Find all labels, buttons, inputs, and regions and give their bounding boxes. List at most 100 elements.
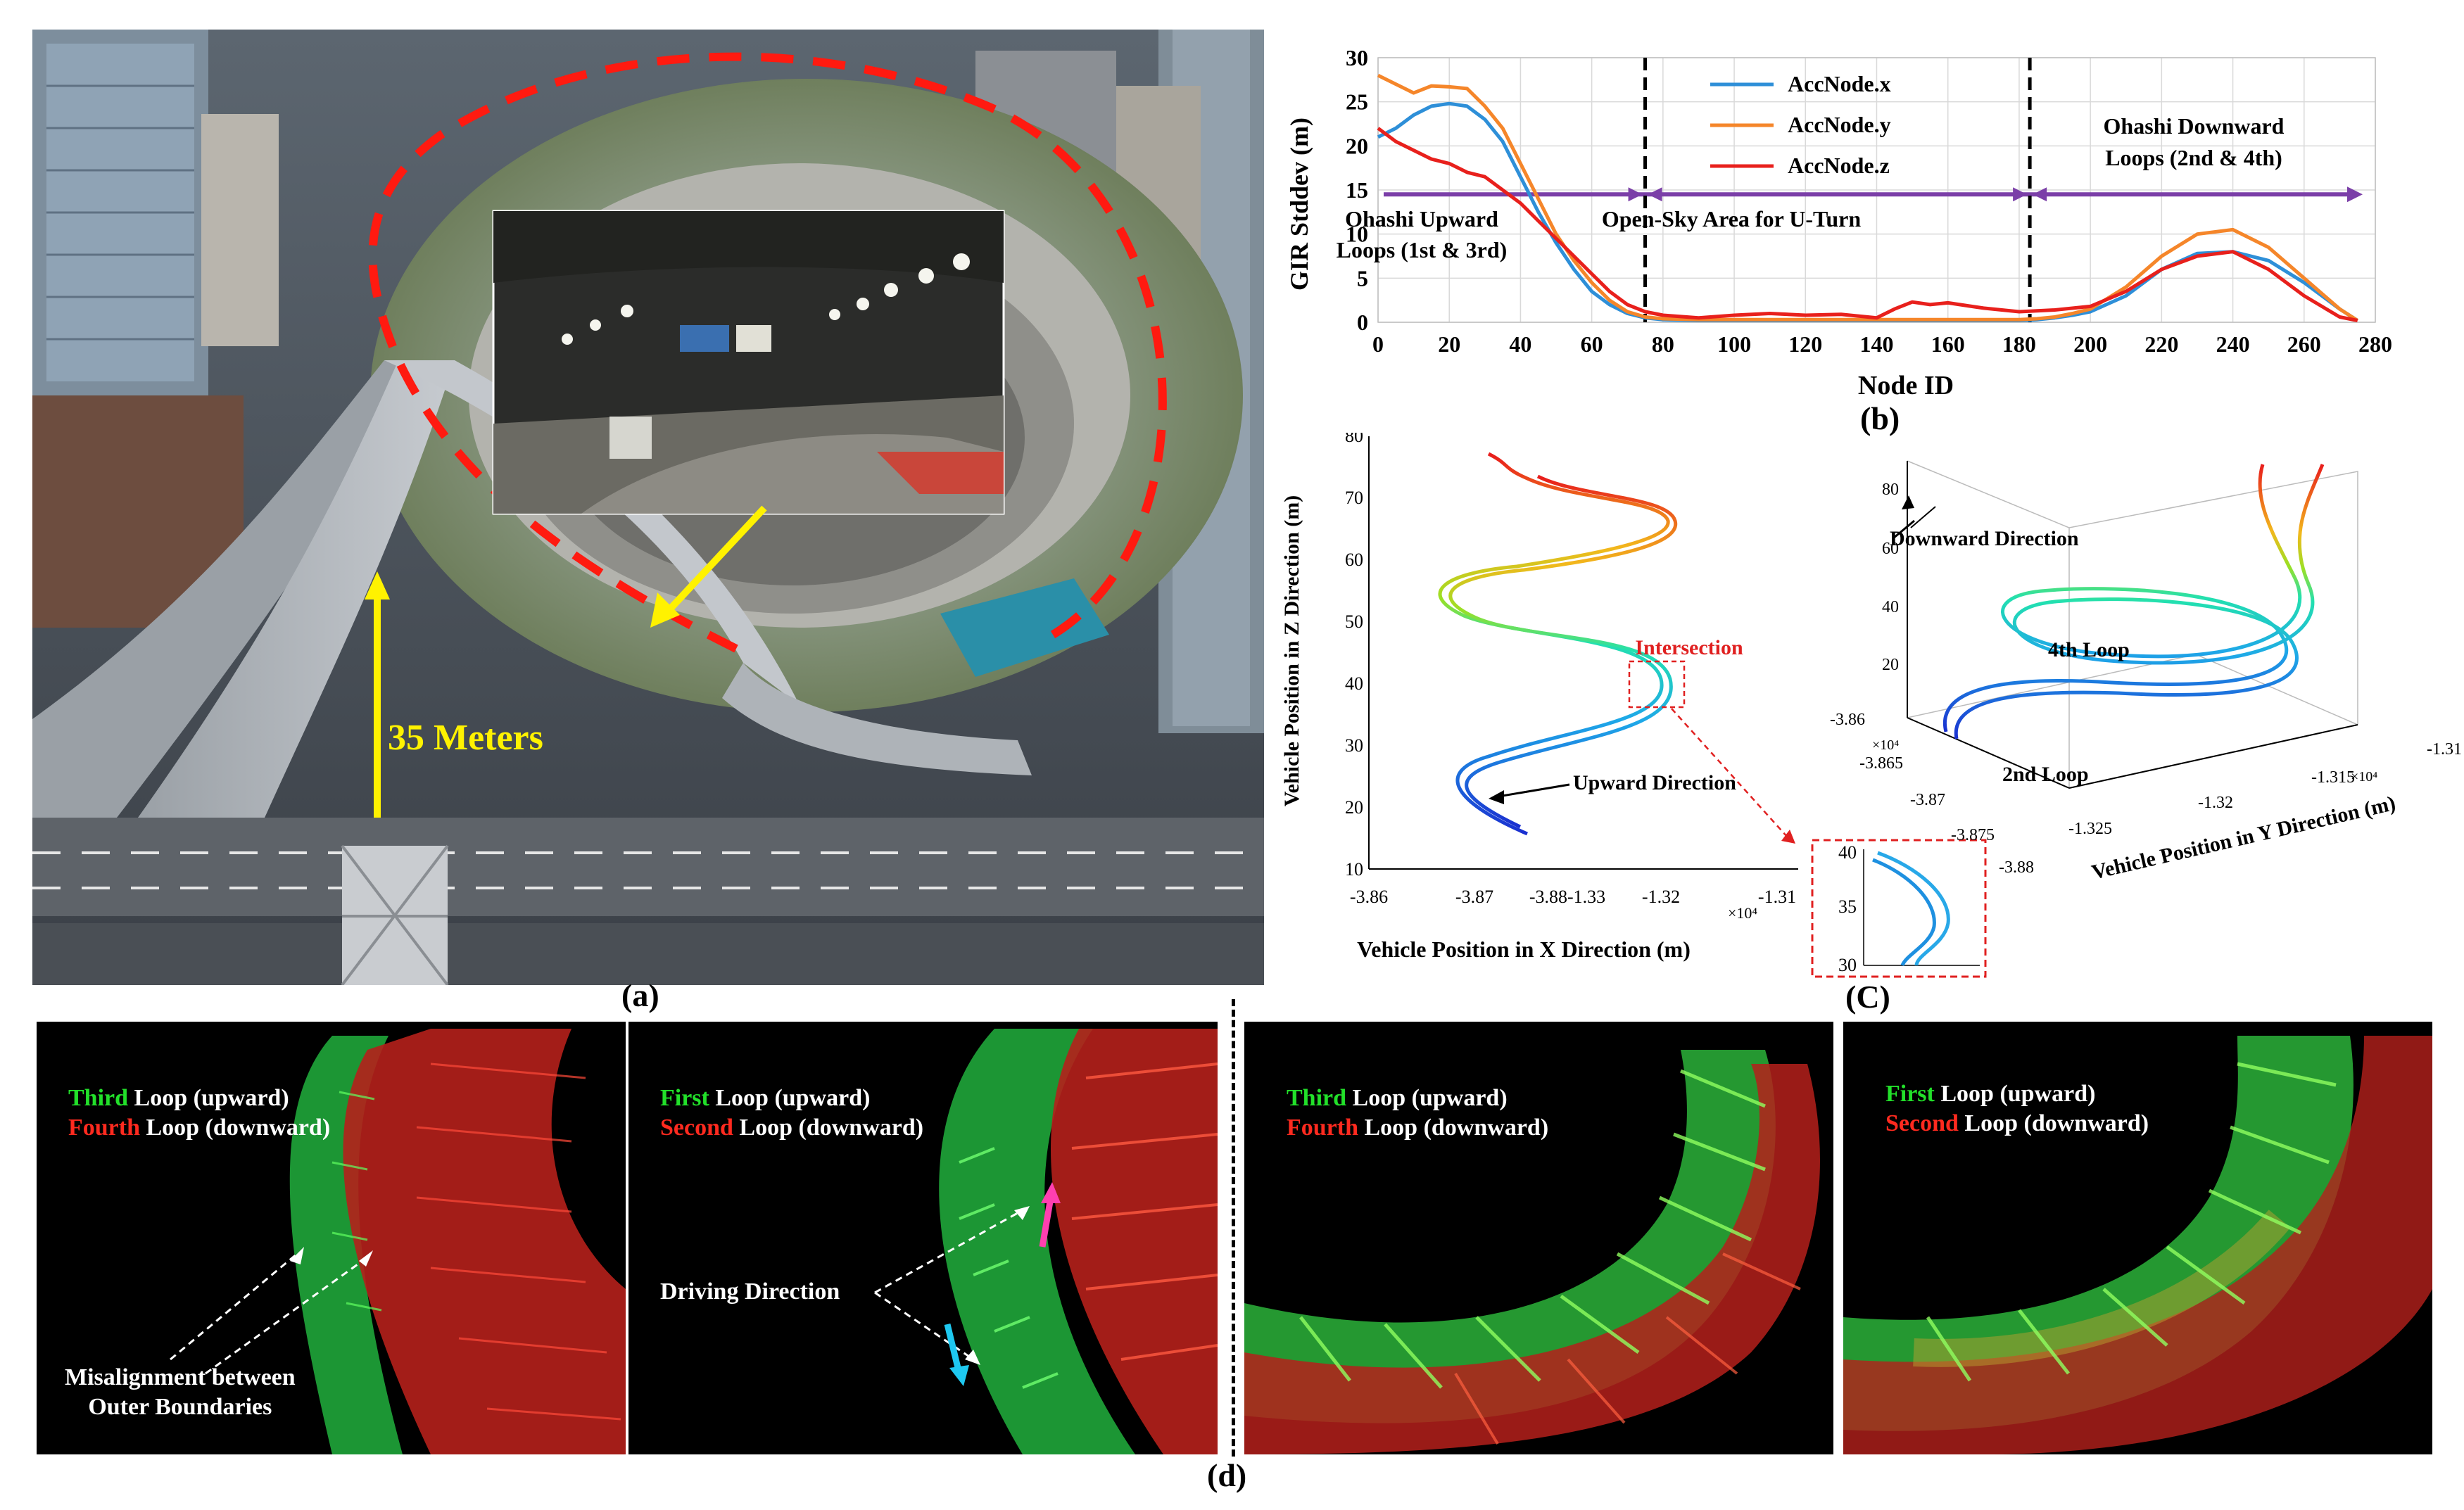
3d-yexp: ×10⁴ <box>2351 769 2377 785</box>
y-tick-label: 30 <box>1346 45 1368 70</box>
3d-helix-curves <box>1942 464 2325 740</box>
svg-text:-3.87: -3.87 <box>1910 791 1945 809</box>
view2-note: Driving Direction <box>660 1279 840 1305</box>
aerial-illustration <box>32 30 1264 985</box>
y-tick-label: 20 <box>1346 133 1368 158</box>
xz-yticks: 10 20 30 40 50 60 70 80 <box>1345 433 1363 880</box>
chart-legend: AccNode.x AccNode.y AccNode.z <box>1710 71 1891 178</box>
pointcloud-view-1: Third Loop (upward) Fourth Loop (downwar… <box>37 1022 626 1454</box>
x-tick-label: 60 <box>1581 331 1603 357</box>
svg-text:20: 20 <box>1345 797 1363 818</box>
svg-text:60: 60 <box>1345 550 1363 570</box>
region-band-arrow <box>2033 187 2047 202</box>
region-band-arrow <box>1628 187 1643 202</box>
chart-ylabel: GIR Stddev (m) <box>1285 118 1313 291</box>
intersection-inset: 30 35 40 <box>1811 839 1987 978</box>
x-tick-label: 120 <box>1788 331 1822 357</box>
view3-legend: Third Loop (upward) Fourth Loop (downwar… <box>1287 1085 1549 1141</box>
x-tick-label: 100 <box>1717 331 1751 357</box>
svg-text:30: 30 <box>1838 955 1857 975</box>
panel-b-label: (b) <box>1860 400 1900 436</box>
chart-series <box>1377 73 2359 322</box>
panel-a-label: (a) <box>621 977 659 1013</box>
svg-text:60: 60 <box>1882 540 1899 558</box>
x-tick-label: 200 <box>2073 331 2107 357</box>
svg-text:10: 10 <box>1345 859 1363 880</box>
x-tick-label: 240 <box>2216 331 2250 357</box>
svg-text:50: 50 <box>1345 611 1363 632</box>
legend-label-y: AccNode.y <box>1788 112 1891 137</box>
svg-text:-3.88-1.33: -3.88-1.33 <box>1529 887 1605 907</box>
region-band-arrow <box>2013 187 2028 202</box>
aerial-photo: 35 Meters <box>32 30 1264 985</box>
x-tick-label: 140 <box>1860 331 1894 357</box>
svg-text:80: 80 <box>1345 433 1363 446</box>
svg-text:-1.325: -1.325 <box>2068 820 2112 838</box>
svg-text:80: 80 <box>1882 481 1899 499</box>
intersection-box <box>1628 660 1686 709</box>
svg-text:30: 30 <box>1345 735 1363 756</box>
region-band-arrow <box>2347 186 2363 203</box>
chart-axes: 0 5 10 15 20 25 30 0 20 40 60 80 100 120 140 160 180 200 2… <box>1346 45 2392 357</box>
gir-stddev-chart: 0 5 10 15 20 25 30 0 20 40 60 80 100 120 140 160 180 200 2… <box>1285 45 2392 400</box>
xz-ylabel: Vehicle Position in Z Direction (m) <box>1280 495 1303 806</box>
3d-ylabel: Vehicle Position in Y Direction (m) <box>2090 792 2398 884</box>
panel-divider <box>1232 999 1235 1457</box>
svg-text:-3.865: -3.865 <box>1859 754 1903 773</box>
y-tick-label: 25 <box>1346 89 1368 115</box>
x-tick-label: 160 <box>1931 331 1965 357</box>
legend-label-x: AccNode.x <box>1788 71 1891 96</box>
xz-trajectory-plot: 10 20 30 40 50 60 70 80 -3.86 -3.87 -3.8… <box>1280 433 1798 962</box>
xz-xticks: -3.86 -3.87 -3.88-1.33 -1.32 -1.31 <box>1350 887 1796 907</box>
3d-xexp: ×10⁴ <box>1872 737 1899 753</box>
svg-text:40: 40 <box>1838 842 1857 863</box>
annotation-opensky: Open-Sky Area for U-Turn <box>1602 206 1862 231</box>
region-annotations: Ohashi Upward Loops (1st & 3rd) Open-Sky… <box>1337 113 2285 262</box>
xz-xlabel: Vehicle Position in X Direction (m) <box>1357 937 1691 962</box>
svg-text:70: 70 <box>1345 488 1363 508</box>
view2-legend: First Loop (upward) Second Loop (downwar… <box>660 1085 924 1141</box>
svg-text:40: 40 <box>1345 673 1363 694</box>
y-tick-label: 5 <box>1357 265 1368 291</box>
series-line-accnode-y <box>1377 73 2359 322</box>
annotation-upward-line1: Ohashi Upward <box>1345 206 1498 231</box>
annotation-upward-line2: Loops (1st & 3rd) <box>1337 237 1508 262</box>
y-tick-label: 15 <box>1346 177 1368 203</box>
y-tick-label: 0 <box>1357 310 1368 335</box>
x-tick-label: 280 <box>2358 331 2392 357</box>
x-tick-label: 260 <box>2287 331 2321 357</box>
chart-xlabel: Node ID <box>1858 371 1954 400</box>
svg-text:-1.32: -1.32 <box>2198 794 2233 812</box>
svg-text:-1.32: -1.32 <box>1642 887 1680 907</box>
x-tick-label: 20 <box>1438 331 1460 357</box>
view1-note: Misalignment between Outer Boundaries <box>65 1364 296 1420</box>
y-tick-label: 10 <box>1346 222 1368 247</box>
pointcloud-view-2: First Loop (upward) Second Loop (downwar… <box>628 1022 1218 1454</box>
x-tick-label: 220 <box>2144 331 2178 357</box>
svg-text:35: 35 <box>1838 896 1857 917</box>
view1-legend: Third Loop (upward) Fourth Loop (downwar… <box>68 1085 331 1141</box>
series-line-accnode-z <box>1377 127 2358 322</box>
panel-d-label: (d) <box>1207 1457 1247 1493</box>
view4-legend: First Loop (upward) Second Loop (downwar… <box>1885 1081 2149 1136</box>
legend-label-z: AccNode.z <box>1788 153 1890 178</box>
downward-direction-label: Downward Direction <box>1890 527 2079 550</box>
x-tick-label: 40 <box>1509 331 1531 357</box>
svg-text:-1.315: -1.315 <box>2311 768 2355 787</box>
xz-helix-curves <box>1438 452 1678 836</box>
svg-text:-3.86: -3.86 <box>1350 887 1388 907</box>
upward-direction-label: Upward Direction <box>1573 771 1736 794</box>
x-tick-label: 180 <box>2002 331 2036 357</box>
pointcloud-view-3: Third Loop (upward) Fourth Loop (downwar… <box>1244 1022 1833 1454</box>
panel-c-label: (C) <box>1845 979 1890 1015</box>
svg-text:-1.31: -1.31 <box>2427 740 2462 759</box>
3d-yticks: -1.325 -1.32 -1.315 -1.31 <box>2068 740 2462 838</box>
region-band-arrow <box>1648 187 1662 202</box>
3d-xticks: -3.86 -3.865 -3.87 -3.875 -3.88 <box>1830 711 2034 877</box>
svg-text:-3.86: -3.86 <box>1830 711 1865 729</box>
svg-text:-3.875: -3.875 <box>1951 826 1995 844</box>
xz-xexp: ×10⁴ <box>1728 904 1757 922</box>
loop4-label: 4th Loop <box>2048 638 2130 661</box>
x-tick-label: 80 <box>1652 331 1674 357</box>
annotation-downward-line2: Loops (2nd & 4th) <box>2105 145 2282 170</box>
